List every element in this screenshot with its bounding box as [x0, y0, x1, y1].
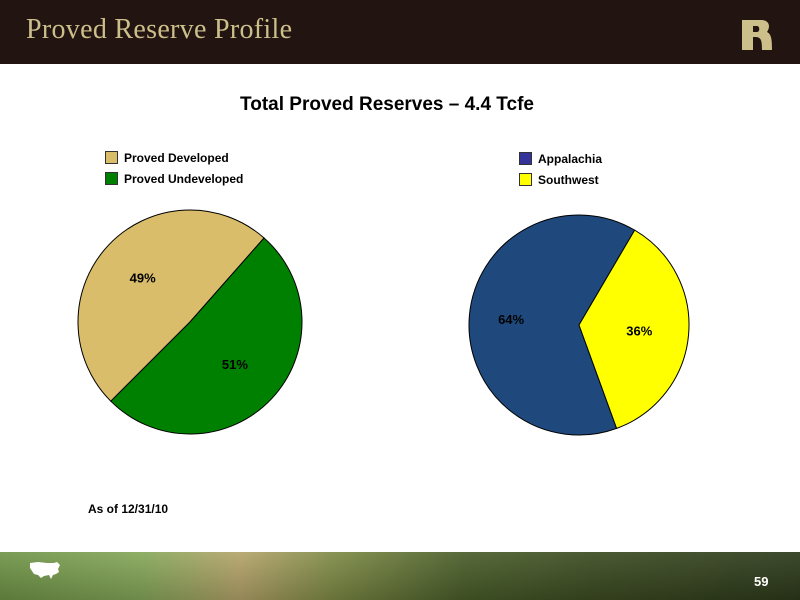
r-logo-icon: [742, 20, 772, 50]
footer-landscape-image: [0, 552, 800, 600]
legend-label: Southwest: [538, 173, 599, 187]
legend-swatch: [105, 172, 118, 185]
slice-data-label: 36%: [626, 323, 652, 338]
legend-label: Appalachia: [538, 152, 603, 166]
as-of-date-note: As of 12/31/10: [88, 502, 169, 516]
legend-swatch: [105, 151, 118, 164]
legend-swatch: [519, 152, 532, 165]
pie-chart-reserve-status: 49% 51%: [77, 209, 303, 435]
footer-banner: 59: [0, 552, 800, 600]
legend-label: Proved Developed: [124, 151, 229, 165]
slice-data-label: 51%: [222, 357, 248, 372]
slice-data-label: 49%: [130, 271, 156, 286]
legend-swatch: [519, 173, 532, 186]
pie-slice-southwest: [578, 229, 690, 430]
header-bar: Proved Reserve Profile: [0, 0, 800, 64]
pie-slice-appalachia: [468, 214, 636, 436]
page-title: Proved Reserve Profile: [26, 14, 293, 45]
pie-chart-region: 64% 36%: [468, 214, 690, 436]
us-map-icon: [30, 562, 60, 579]
chart-main-title: Total Proved Reserves – 4.4 Tcfe: [240, 94, 534, 115]
pie-slice-proved-developed: [77, 209, 265, 402]
legend-label: Proved Undeveloped: [124, 172, 244, 186]
slice-data-label: 64%: [498, 312, 524, 327]
pie-slice-proved-undeveloped: [110, 237, 303, 435]
page-number: 59: [754, 574, 769, 589]
